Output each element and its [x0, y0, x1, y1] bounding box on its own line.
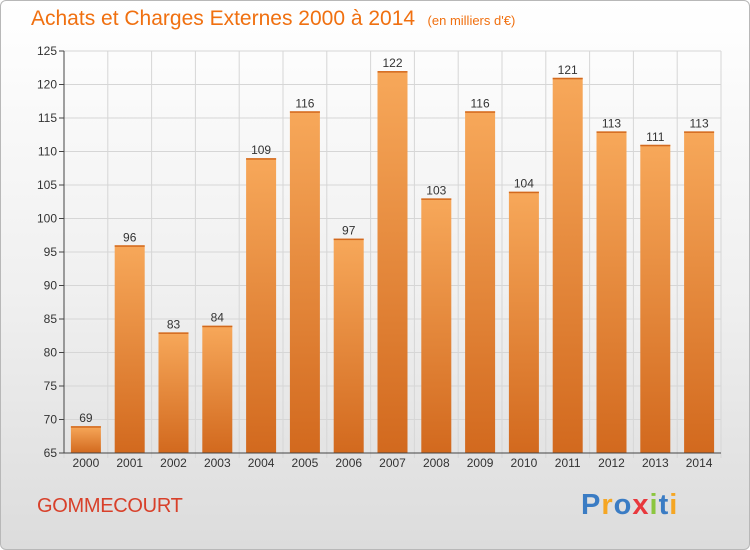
x-tick-label-2005: 2005	[292, 456, 319, 470]
labels: 65 70 75 80 85 90 95 100 105 110 115 120 125 69 2000 96…	[37, 44, 713, 470]
bar-2000	[70, 426, 101, 453]
logo-letter: r	[601, 489, 614, 521]
x-tick-label-2003: 2003	[204, 456, 231, 470]
x-tick-label-2014: 2014	[686, 456, 713, 470]
x-tick-label-2010: 2010	[511, 456, 538, 470]
data-label-2003: 84	[211, 311, 225, 325]
logo-letter: x	[632, 489, 650, 521]
bar-2005	[289, 111, 320, 454]
x-tick-label-2008: 2008	[423, 456, 450, 470]
bar-2009	[465, 111, 496, 454]
axes	[59, 50, 721, 454]
bar-2008	[421, 198, 452, 453]
bar-top-edge	[202, 325, 233, 328]
data-label-2000: 69	[79, 411, 93, 425]
proxiti-logo[interactable]: Proxiti	[581, 489, 678, 522]
logo-letter: i	[649, 489, 659, 521]
logo-letter: o	[613, 489, 633, 521]
bar-2014	[684, 131, 715, 453]
x-tick-label-2011: 2011	[555, 456, 581, 470]
bar-2012	[596, 131, 627, 453]
y-tick-label: 100	[37, 212, 57, 226]
bar-top-edge	[421, 198, 452, 200]
y-tick-label: 125	[37, 44, 57, 58]
data-label-2007: 122	[382, 56, 402, 70]
y-tick-label: 85	[44, 312, 58, 326]
bar-top-edge	[377, 71, 408, 73]
y-tick-label: 75	[44, 379, 58, 393]
y-tick-label: 115	[38, 111, 57, 125]
data-label-2009: 116	[471, 96, 490, 110]
bar-top-edge	[70, 426, 101, 428]
x-tick-label-2013: 2013	[642, 456, 669, 470]
bar-top-edge	[508, 191, 539, 194]
x-tick-label-2004: 2004	[248, 456, 275, 470]
bar-top-edge	[640, 144, 671, 147]
bar-2004	[246, 158, 277, 453]
location-name: GOMMECOURT	[37, 495, 183, 517]
bar-top-edge	[158, 332, 189, 334]
bar-top-edge	[289, 111, 320, 113]
bar-2001	[114, 245, 145, 453]
bar-top-edge	[465, 111, 496, 113]
y-tick-label: 95	[44, 245, 58, 259]
x-tick-label-2001: 2001	[116, 456, 143, 470]
y-tick-label: 90	[44, 279, 58, 293]
bar-2003	[202, 325, 233, 453]
bar-top-edge	[246, 158, 277, 160]
bar-2011	[552, 77, 583, 454]
bar-2007	[377, 71, 408, 453]
x-tick-label-2000: 2000	[73, 456, 100, 470]
data-label-2012: 113	[602, 116, 621, 130]
x-tick-label-2009: 2009	[467, 456, 494, 470]
data-label-2002: 83	[167, 317, 181, 331]
bar-top-edge	[684, 131, 715, 133]
x-tick-label-2007: 2007	[379, 456, 406, 470]
data-label-2008: 103	[426, 183, 446, 197]
logo-letter: i	[669, 489, 679, 521]
logo-letter: P	[581, 489, 602, 521]
data-label-2004: 109	[251, 143, 271, 157]
bars	[70, 71, 715, 454]
data-label-2005: 116	[295, 96, 314, 110]
bar-2013	[640, 144, 671, 454]
bar-top-edge	[596, 131, 627, 133]
bar-top-edge	[333, 238, 364, 241]
data-label-2006: 97	[342, 224, 356, 238]
y-tick-label: 65	[44, 446, 58, 460]
data-label-2001: 96	[123, 230, 137, 244]
bar-2010	[508, 191, 539, 453]
data-label-2013: 111	[646, 130, 665, 144]
y-tick-label: 80	[44, 346, 58, 360]
y-tick-label: 105	[37, 178, 57, 192]
bar-2006	[333, 238, 364, 453]
bar-2002	[158, 332, 189, 453]
data-label-2010: 104	[514, 177, 534, 191]
x-tick-label-2012: 2012	[598, 456, 625, 470]
y-tick-label: 120	[37, 78, 57, 92]
logo-letter: t	[658, 489, 670, 521]
title-text: Achats et Charges Externes 2000 à 2014	[31, 7, 416, 30]
data-label-2011: 121	[558, 63, 578, 77]
bar-top-edge	[552, 77, 583, 80]
x-tick-label-2006: 2006	[335, 456, 362, 470]
chart-title: Achats et Charges Externes 2000 à 2014 (…	[31, 7, 515, 31]
bar-top-edge	[114, 245, 145, 247]
title-unit: (en milliers d'€)	[427, 13, 516, 28]
y-tick-label: 70	[44, 413, 58, 427]
y-tick-label: 110	[38, 145, 57, 159]
data-label-2014: 113	[690, 116, 709, 130]
x-tick-label-2002: 2002	[160, 456, 187, 470]
